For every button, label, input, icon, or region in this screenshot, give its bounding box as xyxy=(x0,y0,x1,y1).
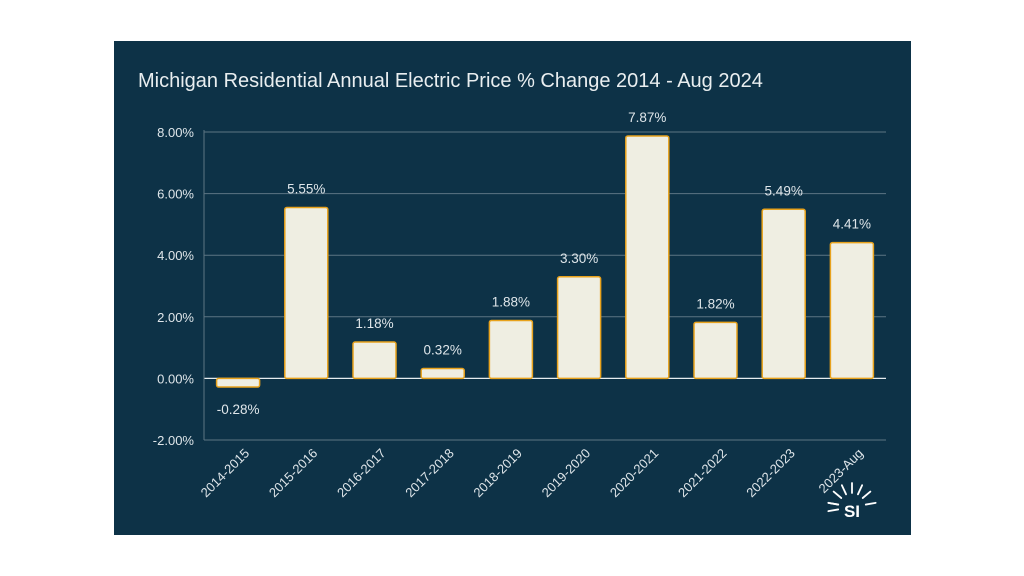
category-label: 2017-2018 xyxy=(402,446,457,501)
bar xyxy=(693,321,738,380)
category-label: 2019-2020 xyxy=(539,446,594,501)
data-label: 1.82% xyxy=(696,296,734,311)
y-tick-label: 4.00% xyxy=(157,248,194,263)
y-tick-label: 8.00% xyxy=(157,125,194,140)
chart-panel: Michigan Residential Annual Electric Pri… xyxy=(114,41,911,535)
data-label: 0.32% xyxy=(424,343,462,358)
data-label: 3.30% xyxy=(560,251,598,266)
bar xyxy=(556,276,602,380)
data-label: 5.49% xyxy=(765,183,803,198)
bar xyxy=(625,135,670,380)
logo-text: SI xyxy=(844,502,860,521)
y-tick-label: 6.00% xyxy=(157,187,194,202)
category-label: 2018-2019 xyxy=(470,446,525,501)
bar xyxy=(284,206,329,380)
logo-ray xyxy=(827,508,840,513)
category-label: 2021-2022 xyxy=(675,446,730,501)
bar xyxy=(420,367,465,380)
y-tick-label: 2.00% xyxy=(157,310,194,325)
data-label: 5.55% xyxy=(287,181,325,196)
data-label: -0.28% xyxy=(217,402,260,417)
bar-chart: Michigan Residential Annual Electric Pri… xyxy=(138,70,886,521)
bar xyxy=(352,341,397,380)
category-label: 2023-Aug xyxy=(816,446,866,496)
logo-ray xyxy=(857,484,864,496)
logo-ray xyxy=(840,484,847,496)
category-label: 2015-2016 xyxy=(266,446,321,501)
logo-ray xyxy=(864,501,877,506)
bars xyxy=(215,135,875,388)
sunburst-logo-icon xyxy=(827,482,877,513)
category-label: 2016-2017 xyxy=(334,446,389,501)
category-label: 2020-2021 xyxy=(607,446,662,501)
data-label: 1.88% xyxy=(492,294,530,309)
y-axis-tick-labels: -2.00% 0.00% 2.00% 4.00% 6.00% 8.00% xyxy=(153,125,195,448)
bar xyxy=(488,319,534,380)
bar xyxy=(761,208,806,380)
data-label: 4.41% xyxy=(833,217,871,232)
y-tick-label: 0.00% xyxy=(157,371,194,386)
chart-title: Michigan Residential Annual Electric Pri… xyxy=(138,70,763,92)
category-label: 2014-2015 xyxy=(198,446,253,501)
x-axis-category-labels: 2014-2015 2015-2016 2016-2017 2017-2018 2018… xyxy=(198,446,866,501)
data-label: 1.18% xyxy=(355,316,393,331)
bar xyxy=(829,241,875,380)
data-labels: -0.28% 5.55% 1.18% 0.32% 1.88% 3.30% 7.87% 1.82… xyxy=(217,110,871,417)
logo-ray xyxy=(827,501,840,506)
logo-ray xyxy=(861,490,872,499)
bar xyxy=(215,377,261,388)
si-logo: SI xyxy=(827,482,877,521)
logo-ray xyxy=(832,490,843,499)
y-tick-label: -2.00% xyxy=(153,433,195,448)
data-label: 7.87% xyxy=(628,110,666,125)
category-label: 2022-2023 xyxy=(743,446,798,501)
